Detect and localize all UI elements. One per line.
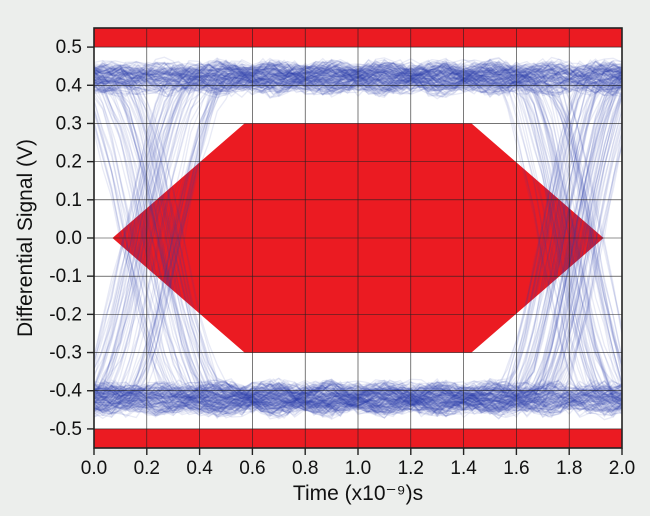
y-tick-label: -0.4 bbox=[49, 381, 82, 402]
x-tick-label: 0.2 bbox=[134, 458, 160, 479]
x-tick-label: 1.6 bbox=[503, 458, 529, 479]
y-tick-label: 0.2 bbox=[56, 152, 82, 173]
eye-diagram-chart: 0.0 0.2 0.4 0.6 0.8 1.0 1.2 1.4 1.6 1.8 2.0 Time (x… bbox=[0, 0, 650, 516]
y-axis-label: Differential Signal (V) bbox=[14, 139, 37, 337]
x-tick-label: 0.0 bbox=[81, 458, 107, 479]
x-tick-label: 1.8 bbox=[556, 458, 582, 479]
x-tick-label: 1.4 bbox=[450, 458, 477, 479]
y-tick-label: -0.2 bbox=[49, 304, 82, 325]
y-tick-label: 0.5 bbox=[56, 37, 82, 58]
x-tick-label: 1.0 bbox=[345, 458, 371, 479]
y-tick-label: 0.0 bbox=[56, 228, 82, 249]
x-axis-label: Time (x10⁻⁹)s bbox=[293, 482, 423, 505]
y-tick-label: -0.3 bbox=[49, 343, 82, 364]
chart-svg: 0.0 0.2 0.4 0.6 0.8 1.0 1.2 1.4 1.6 1.8 2.0 Time (x… bbox=[0, 0, 650, 516]
x-tick-label: 2.0 bbox=[609, 458, 635, 479]
y-tick-label: 0.1 bbox=[56, 190, 82, 211]
x-tick-label: 1.2 bbox=[398, 458, 424, 479]
y-tick-label: 0.4 bbox=[56, 75, 83, 96]
x-tick-label: 0.6 bbox=[239, 458, 265, 479]
y-tick-label: 0.3 bbox=[56, 113, 82, 134]
x-tick-label: 0.4 bbox=[186, 458, 213, 479]
x-tick-label: 0.8 bbox=[292, 458, 318, 479]
y-tick-label: -0.1 bbox=[49, 266, 82, 287]
y-tick-label: -0.5 bbox=[49, 419, 82, 440]
